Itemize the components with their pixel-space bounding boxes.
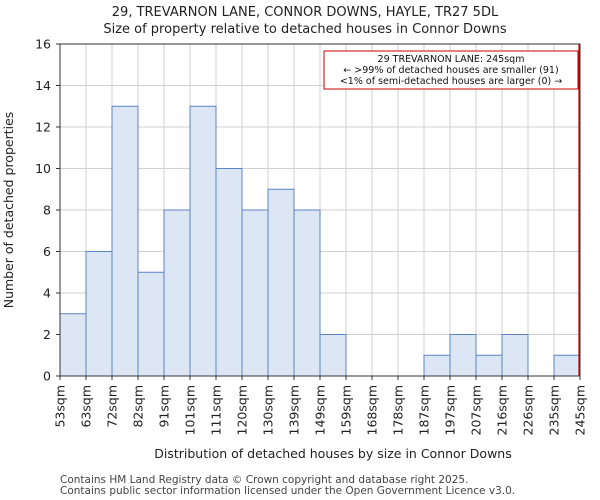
x-tick-label: 53sqm <box>53 385 68 428</box>
bar <box>163 209 191 377</box>
y-tick-label: 4 <box>43 286 51 301</box>
bar <box>215 168 243 377</box>
x-tick-label: 159sqm <box>339 385 354 435</box>
x-axis-ticks: 53sqm 63sqm 72sqm 82sqm 91sqm 101sqm 111sqm 120… <box>53 376 588 435</box>
bar <box>475 354 503 377</box>
bar <box>293 209 321 377</box>
y-tick-label: 6 <box>43 244 51 259</box>
x-tick-label: 149sqm <box>313 385 328 435</box>
bar <box>501 334 529 377</box>
x-tick-label: 101sqm <box>183 385 198 435</box>
y-tick-label: 16 <box>35 37 51 52</box>
x-tick-label: 207sqm <box>469 385 484 435</box>
y-tick-label: 12 <box>35 120 51 135</box>
y-tick-label: 0 <box>43 369 51 384</box>
x-tick-label: 178sqm <box>391 385 406 435</box>
bar <box>137 271 165 377</box>
bar <box>111 105 139 377</box>
chart-subtitle: Size of property relative to detached ho… <box>103 22 507 37</box>
bar <box>59 313 87 377</box>
y-axis-label: Number of detached properties <box>1 112 16 309</box>
bar <box>267 188 295 377</box>
bar <box>319 334 347 377</box>
annotation-line-1: 29 TREVARNON LANE: 245sqm <box>378 54 525 65</box>
bar <box>449 334 477 377</box>
x-tick-label: 91sqm <box>157 385 172 428</box>
x-tick-label: 130sqm <box>261 385 276 435</box>
y-tick-label: 10 <box>35 161 51 176</box>
bar <box>423 354 451 377</box>
footer-line-2: Contains public sector information licen… <box>60 485 515 497</box>
x-tick-label: 120sqm <box>235 385 250 435</box>
x-tick-label: 139sqm <box>287 385 302 435</box>
x-tick-label: 82sqm <box>131 385 146 428</box>
chart-title: 29, TREVARNON LANE, CONNOR DOWNS, HAYLE,… <box>112 5 499 20</box>
y-tick-label: 14 <box>35 78 51 93</box>
x-axis-label: Distribution of detached houses by size … <box>154 446 511 461</box>
annotation-line-3: <1% of semi-detached houses are larger (… <box>340 76 562 87</box>
y-tick-label: 8 <box>43 203 51 218</box>
bar <box>553 354 581 377</box>
x-tick-label: 168sqm <box>365 385 380 435</box>
y-axis-ticks: 0 2 4 6 8 10 12 14 16 <box>35 37 60 384</box>
bar <box>85 251 113 377</box>
annotation-box <box>323 50 579 90</box>
x-tick-label: 235sqm <box>547 385 562 435</box>
x-tick-label: 216sqm <box>495 385 510 435</box>
x-tick-label: 111sqm <box>209 385 224 435</box>
bar <box>189 105 217 377</box>
footer-line-1: Contains HM Land Registry data © Crown c… <box>60 474 468 486</box>
x-tick-label: 245sqm <box>573 385 588 435</box>
x-tick-label: 63sqm <box>79 385 94 428</box>
x-tick-label: 226sqm <box>521 385 536 435</box>
annotation-line-2: ← >99% of detached houses are smaller (9… <box>343 65 558 76</box>
x-tick-label: 72sqm <box>105 385 120 428</box>
bar <box>241 209 269 377</box>
y-tick-label: 2 <box>43 327 51 342</box>
x-tick-label: 187sqm <box>417 385 432 435</box>
x-tick-label: 197sqm <box>443 385 458 435</box>
